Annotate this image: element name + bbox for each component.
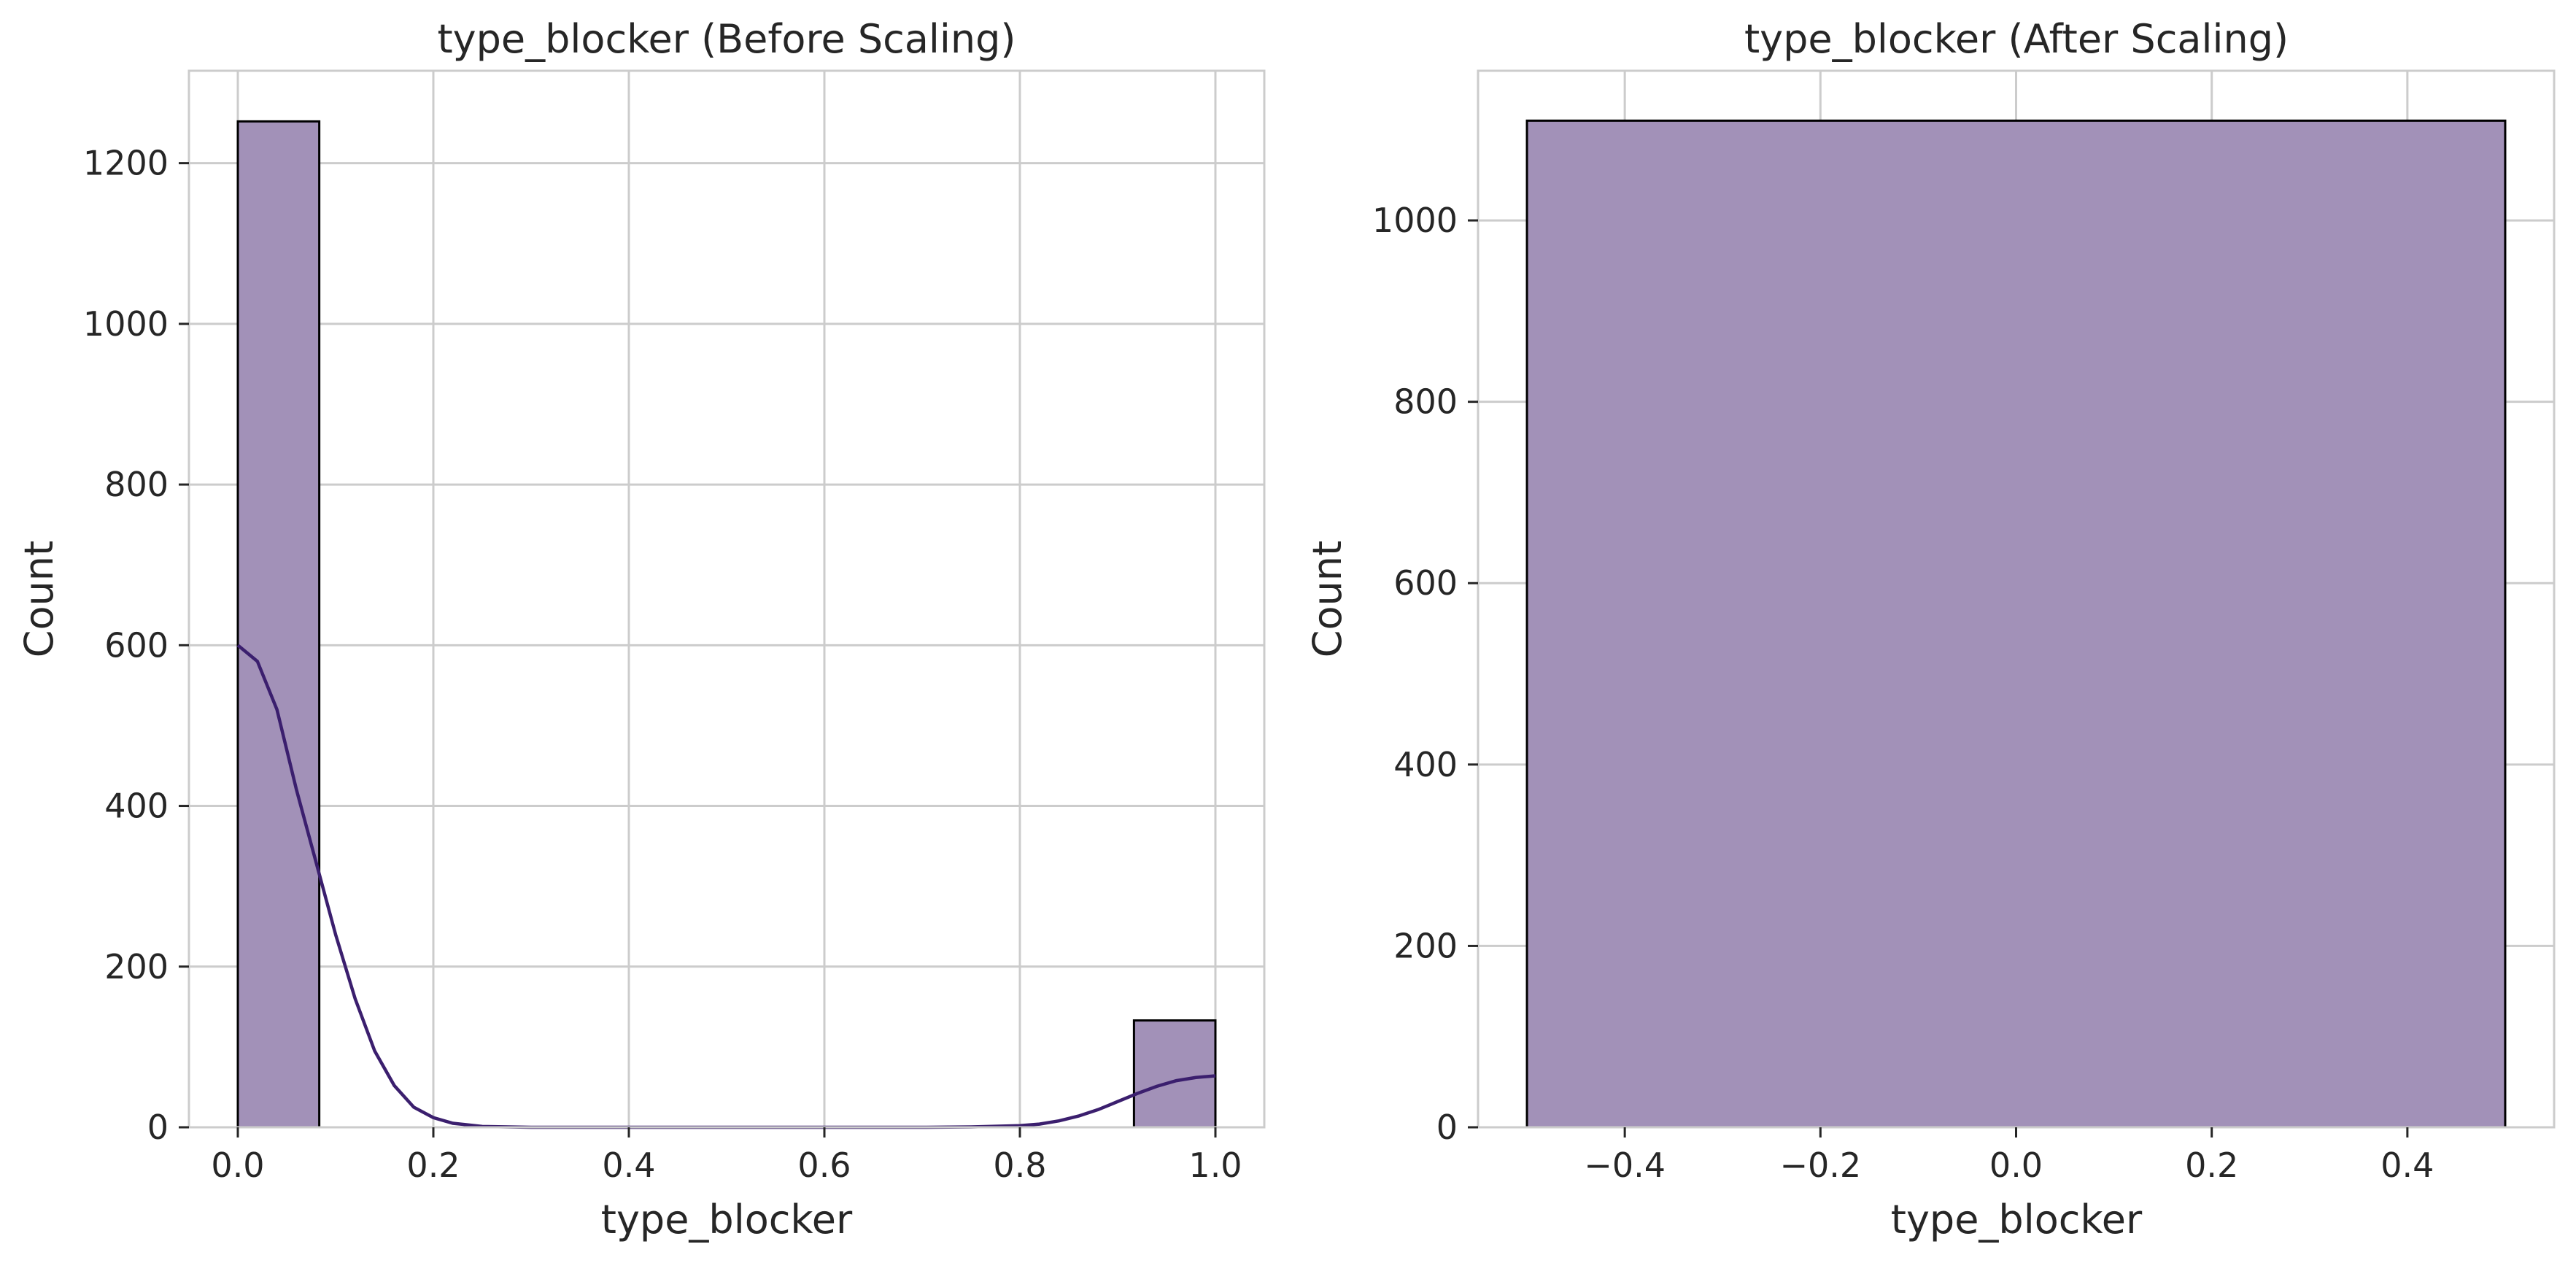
x-tick-label: 0.4: [2380, 1146, 2434, 1185]
y-tick-label: 800: [1393, 382, 1458, 422]
y-tick-label: 0: [1436, 1108, 1458, 1147]
axes-spines: [187, 69, 1266, 1129]
tick-labels: −0.4 −0.2 0.0 0.2 0.4 0 200 400 600 800 1000: [1372, 201, 2434, 1185]
chart-title: type_blocker (Before Scaling): [438, 16, 1016, 62]
y-tick-label: 800: [104, 465, 169, 504]
histogram-bars: [1525, 119, 2507, 1129]
axes-frame: [187, 69, 1266, 1129]
x-tick-label: 1.0: [1188, 1146, 1242, 1185]
y-tick-label: 0: [147, 1108, 169, 1147]
histogram-bar: [236, 120, 321, 1129]
histogram-bar: [1525, 119, 2507, 1129]
x-tick-label: 0.0: [211, 1146, 264, 1185]
y-tick-label: 600: [104, 625, 169, 665]
y-tick-label: 200: [1393, 926, 1458, 965]
y-tick-label: 400: [104, 787, 169, 826]
y-tick-label: 600: [1393, 563, 1458, 603]
histogram-bar: [1132, 1019, 1217, 1129]
y-axis-label: Count: [16, 541, 62, 657]
x-tick-label: 0.8: [993, 1146, 1046, 1185]
x-axis-label: type_blocker: [1891, 1197, 2143, 1243]
y-axis-label: Count: [1304, 541, 1350, 657]
x-tick-label: 0.0: [1989, 1146, 2043, 1185]
y-tick-label: 1200: [83, 144, 169, 183]
histogram-bars: [236, 120, 1217, 1129]
x-tick-label: 0.6: [797, 1146, 851, 1185]
chart-after-scaling: −0.4 −0.2 0.0 0.2 0.4 0 200 400 600 800 1000 type_…: [1304, 16, 2556, 1243]
chart-before-scaling: 0.0 0.2 0.4 0.6 0.8 1.0020040060080010001200 …: [16, 16, 1266, 1243]
x-tick-label: −0.2: [1779, 1146, 1861, 1185]
y-tick-label: 200: [104, 947, 169, 986]
grid-lines: [189, 71, 1264, 1129]
x-tick-label: −0.4: [1584, 1146, 1666, 1185]
x-tick-label: 0.2: [2185, 1146, 2238, 1185]
x-tick-label: 0.2: [406, 1146, 460, 1185]
tick-labels: 0.0 0.2 0.4 0.6 0.8 1.0 0 200 400 600 800 1000 1200: [83, 144, 1242, 1185]
y-tick-label: 400: [1393, 745, 1458, 784]
chart-title: type_blocker (After Scaling): [1744, 16, 2289, 62]
x-tick-label: 0.4: [602, 1146, 655, 1185]
y-tick-label: 1000: [1372, 201, 1458, 240]
x-axis-label: type_blocker: [601, 1197, 853, 1243]
y-tick-label: 1000: [83, 304, 169, 344]
